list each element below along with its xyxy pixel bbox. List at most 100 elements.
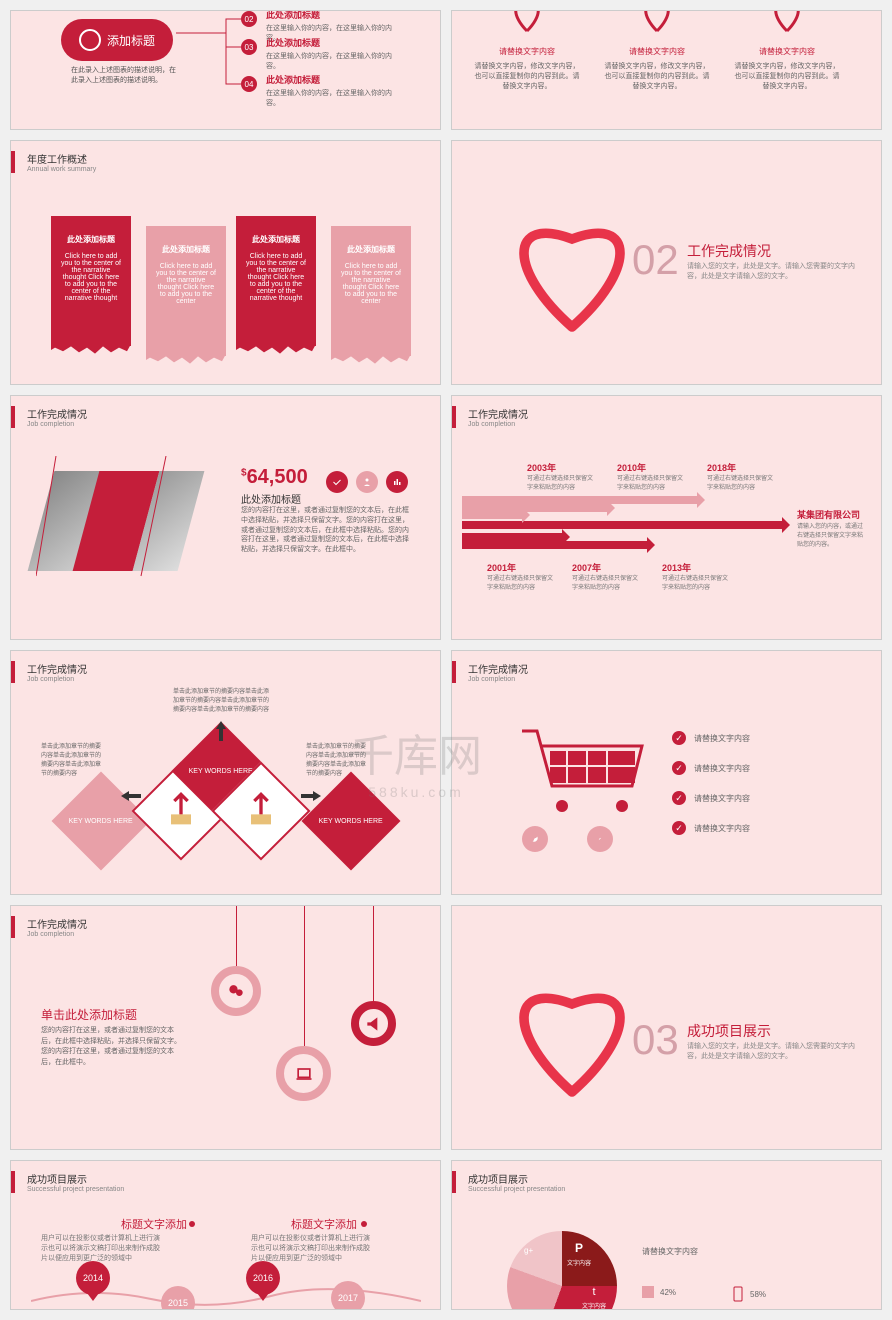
- string-2: [304, 906, 305, 1046]
- right-text: 单击此添加章节的摘要内容单击此添加章节的摘要内容单击此添加章节的摘要内容: [306, 741, 371, 777]
- section-number: 03: [632, 1016, 679, 1064]
- banner-1: 此处添加标题Click here to add you to the cente…: [51, 216, 131, 346]
- pie-p: P文字内容: [567, 1241, 591, 1267]
- check-2: 请替换文字内容: [672, 761, 750, 775]
- branch-1: [462, 511, 522, 519]
- heart-icon-2: [637, 10, 677, 36]
- diamond-3: KEY WORDS HERE: [302, 772, 401, 871]
- t-2001: 可通过右键选择只保留文字来粘贴您的内容: [487, 573, 557, 591]
- price-title: 此处添加标题: [241, 491, 301, 506]
- slide-7-diamonds: 工作完成情况Job completion 单击此添加章节的摘要内容单击此添加章节…: [10, 650, 441, 895]
- arrow-right-icon: [301, 791, 321, 801]
- slide-5: 工作完成情况Job completion $64,500 此处添加标题 您的内容…: [10, 395, 441, 640]
- slide-4-section: 02 工作完成情况 请输入您的文字，此处是文字。请输入您需要的文字内容，此处是文…: [451, 140, 882, 385]
- diag-lines: [36, 456, 236, 586]
- link-icon-2: [587, 826, 613, 852]
- body: 您的内容打在这里，或者通过复制您的文本后，在此框中选择粘贴，并选择只保留文字。您…: [41, 1026, 181, 1068]
- branch-4: [462, 541, 647, 549]
- section-desc: 请输入您的文字，此处是文字。请输入您需要的文字内容，此处是文字请输入您的文字。: [687, 1041, 867, 1061]
- slide-2: 请替换文字内容请替换文字内容，修改文字内容，也可以直接复制你的内容到此。请替换文…: [451, 10, 882, 130]
- section-heart-icon: [492, 191, 652, 351]
- stat-1: 42%: [642, 1286, 676, 1298]
- arrow-up-icon: [216, 721, 226, 741]
- link-icon-1: [522, 826, 548, 852]
- banner-2: 此处添加标题Click here to add you to the cente…: [146, 226, 226, 356]
- t-2010: 可通过右键选择只保留文字来粘贴您的内容: [617, 473, 687, 491]
- cart-icon: [512, 721, 652, 836]
- section-number: 02: [632, 236, 679, 284]
- banner-4: 此处添加标题Click here to add you to the cente…: [331, 226, 411, 356]
- pie-t: t文字内容: [582, 1286, 606, 1310]
- heart-icon-3: [767, 10, 807, 36]
- title-2: 标题文字添加: [291, 1216, 357, 1232]
- heart-icon-1: [507, 10, 547, 36]
- branch-5: [462, 496, 697, 504]
- icon-1: [326, 471, 348, 493]
- slide-11: 成功项目展示Successful project presentation 标题…: [10, 1160, 441, 1310]
- icon-3: [386, 471, 408, 493]
- header: 工作完成情况Job completion: [11, 406, 87, 428]
- slide-6-timeline: 工作完成情况Job completion 2003年 可通过右键选择只保留文字来…: [451, 395, 882, 640]
- check-1: 请替换文字内容: [672, 731, 750, 745]
- section-heart-icon: [492, 956, 652, 1116]
- t-2007: 可通过右键选择只保留文字来粘贴您的内容: [572, 573, 642, 591]
- circle-megaphone: [351, 1001, 396, 1046]
- title-1: 标题文字添加: [121, 1216, 187, 1232]
- title-badge: 添加标题: [61, 19, 173, 61]
- string-3: [373, 906, 374, 1001]
- t-2013: 可通过右键选择只保留文字来粘贴您的内容: [662, 573, 732, 591]
- col-3: 请替换文字内容请替换文字内容，修改文字内容，也可以直接复制你的内容到此。请替换文…: [732, 46, 842, 91]
- header: 工作完成情况Job completion: [452, 661, 528, 683]
- branch-3: [462, 504, 607, 512]
- txt-2: 用户可以在投影仪或者计算机上进行演示也可以将演示文稿打印出来制作成胶片以便应用到…: [251, 1233, 371, 1263]
- main-arrow: [462, 521, 782, 529]
- section-title: 成功项目展示: [687, 1021, 771, 1041]
- connector-lines: [176, 11, 246, 106]
- header: 工作完成情况Job completion: [452, 406, 528, 428]
- col-1: 请替换文字内容请替换文字内容，修改文字内容，也可以直接复制你的内容到此。请替换文…: [472, 46, 582, 91]
- txt-1: 用户可以在投影仪或者计算机上进行演示也可以将演示文稿打印出来制作成胶片以便应用到…: [41, 1233, 161, 1263]
- section-desc: 请输入您的文字，此处是文字。请输入您需要的文字内容，此处是文字请输入您的文字。: [687, 261, 867, 281]
- icon-2: [356, 471, 378, 493]
- slide-12-pie: 成功项目展示Successful project presentation g+…: [451, 1160, 882, 1310]
- slide-3: 年度工作概述Annual work summary 此处添加标题Click he…: [10, 140, 441, 385]
- check-3: 请替换文字内容: [672, 791, 750, 805]
- slide-10-section: 03 成功项目展示 请输入您的文字，此处是文字。请输入您需要的文字内容，此处是文…: [451, 905, 882, 1150]
- string-1: [236, 906, 237, 966]
- t-2018: 可通过右键选择只保留文字来粘贴您的内容: [707, 473, 777, 491]
- badge-desc: 在此录入上述图表的描述说明，在此录入上述图表的描述说明。: [71, 66, 181, 86]
- title: 单击此处添加标题: [41, 1006, 137, 1023]
- section-title: 工作完成情况: [687, 241, 771, 261]
- dot-2: [361, 1221, 367, 1227]
- slide-1: 添加标题 在此录入上述图表的描述说明，在此录入上述图表的描述说明。 02 此处添…: [10, 10, 441, 130]
- pin-2014: 2014: [76, 1261, 110, 1295]
- pin-2016: 2016: [246, 1261, 280, 1295]
- slide-9-hanging: 工作完成情况Job completion 单击此处添加标题 您的内容打在这里，或…: [10, 905, 441, 1150]
- pie-g: g+: [524, 1246, 533, 1255]
- banner-3: 此处添加标题Click here to add you to the cente…: [236, 216, 316, 346]
- body-text: 您的内容打在这里，或者通过复制您的文本后，在此框中选择粘贴，并选择只保留文字。您…: [241, 506, 411, 555]
- stat-title: 请替换文字内容: [642, 1246, 698, 1257]
- header: 年度工作概述Annual work summary: [11, 151, 96, 173]
- arrow-left-icon: [121, 791, 141, 801]
- price: $64,500: [241, 466, 308, 489]
- header: 成功项目展示Successful project presentation: [11, 1171, 124, 1193]
- check-4: 请替换文字内容: [672, 821, 750, 835]
- company-desc: 请输入您的内容，或通过右键选择只保留文字来粘贴您的内容。: [797, 521, 867, 548]
- pin-2017: 2017: [331, 1281, 365, 1310]
- circle-wechat: [211, 966, 261, 1016]
- col-2: 请替换文字内容请替换文字内容，修改文字内容，也可以直接复制你的内容到此。请替换文…: [602, 46, 712, 91]
- branch-2: [462, 533, 562, 541]
- item-03: 此处添加标题在这里输入你的内容，在这里输入你的内容。: [266, 36, 396, 71]
- header: 工作完成情况Job completion: [11, 916, 87, 938]
- left-text: 单击此添加章节的摘要内容单击此添加章节的摘要内容单击此添加章节的摘要内容: [41, 741, 106, 777]
- company-name: 某集团有限公司: [797, 508, 860, 521]
- slide-8-cart: 工作完成情况Job completion 请替换文字内容 请替换文字内容 请替换…: [451, 650, 882, 895]
- t-2003: 可通过右键选择只保留文字来粘贴您的内容: [527, 473, 597, 491]
- header: 成功项目展示Successful project presentation: [452, 1171, 565, 1193]
- diamond-1: KEY WORDS HERE: [52, 772, 151, 871]
- header: 工作完成情况Job completion: [11, 661, 87, 683]
- top-text: 单击此添加章节的摘要内容单击此添加章节的摘要内容单击此添加章节的摘要内容单击此添…: [171, 686, 271, 713]
- item-04: 此处添加标题在这里输入你的内容，在这里输入你的内容。: [266, 73, 396, 108]
- dot-1: [189, 1221, 195, 1227]
